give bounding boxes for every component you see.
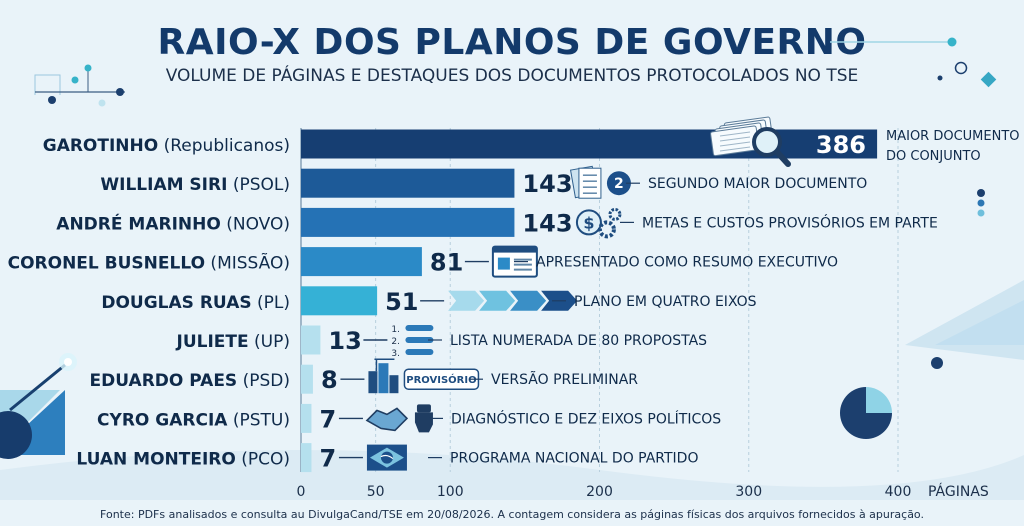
bar xyxy=(301,286,378,316)
value-label: 143 xyxy=(522,209,572,237)
handshake-fist-icon xyxy=(365,404,433,433)
bar xyxy=(301,403,312,433)
numbered-list-icon: 1. 2. 3. xyxy=(391,325,434,359)
candidate-party: (PSD) xyxy=(237,371,290,391)
bar-row: CORONEL BUSNELLO (MISSÃO) 81 APRESENTADO C… xyxy=(8,245,838,278)
chevron-icon xyxy=(479,290,516,311)
annotation: METAS E CUSTOS PROVISÓRIOS EM PARTE xyxy=(642,213,938,231)
x-tick-label: 100 xyxy=(437,484,464,500)
candidate-name: JULIETE xyxy=(176,332,249,352)
candidate-name: CYRO GARCIA xyxy=(97,410,228,430)
icon-number: 2 xyxy=(614,176,624,192)
dollar-gears-icon: $ xyxy=(575,207,622,239)
candidate-name: EDUARDO PAES xyxy=(90,371,238,391)
bar-row: EDUARDO PAES (PSD) PROVISÓRIO 8 VERSÃO PREL… xyxy=(90,358,638,394)
bar xyxy=(301,364,313,394)
bar-row: WILLIAM SIRI (PSOL) 2 143 SEGUNDO MAIOR DOC… xyxy=(100,165,867,199)
candidate-party: (Republicanos) xyxy=(158,136,290,156)
x-tick-label: 0 xyxy=(297,484,306,500)
candidate-label: ANDRÉ MARINHO (NOVO) xyxy=(56,212,290,234)
x-axis-label: PÁGINAS xyxy=(928,483,989,500)
candidate-name: CORONEL BUSNELLO xyxy=(8,254,205,274)
brazil-flag-icon xyxy=(366,444,407,471)
annotation: PLANO EM QUATRO EIXOS xyxy=(574,294,757,310)
candidate-party: (MISSÃO) xyxy=(205,252,290,274)
bar-row: CYRO GARCIA (PSTU) 7 DIAGNÓSTICO E DEZ EIX… xyxy=(97,403,721,433)
annotation: MAIOR DOCUMENTO xyxy=(886,129,1020,144)
chart-title: RAIO-X DOS PLANOS DE GOVERNO xyxy=(157,22,867,63)
bar xyxy=(301,168,515,198)
candidate-name: WILLIAM SIRI xyxy=(100,175,227,195)
x-axis: 0 50 100 200 300 400 PÁGINAS xyxy=(297,483,989,500)
bar xyxy=(301,247,422,277)
bar xyxy=(301,129,878,159)
bar-row: ANDRÉ MARINHO (NOVO) $143 METAS E CUSTOS P… xyxy=(56,207,938,239)
chevron-icon xyxy=(448,290,485,311)
documents-magnifier-icon xyxy=(710,116,791,167)
candidate-label: JULIETE (UP) xyxy=(176,332,290,352)
annotation: DIAGNÓSTICO E DEZ EIXOS POLÍTICOS xyxy=(451,409,721,427)
value-label: 143 xyxy=(522,170,572,198)
candidate-party: (PSTU) xyxy=(227,410,290,430)
x-tick-label: 400 xyxy=(885,484,912,500)
annotation: SEGUNDO MAIOR DOCUMENTO xyxy=(648,176,867,192)
list-number: 3. xyxy=(391,349,400,359)
candidate-party: (PCO) xyxy=(236,450,290,470)
value-label: 51 xyxy=(385,288,418,316)
source-footnote: Fonte: PDFs analisados e consulta au Div… xyxy=(100,508,924,521)
bar-row: DOUGLAS RUAS (PL) 51 PLANO EM QUATRO EIXOS xyxy=(101,286,757,316)
candidate-name: LUAN MONTEIRO xyxy=(76,450,235,470)
document-number-two-icon: 2 xyxy=(569,165,631,199)
chevron-icon xyxy=(510,290,547,311)
value-label: 386 xyxy=(816,131,866,159)
candidate-name: DOUGLAS RUAS xyxy=(101,293,251,313)
x-tick-label: 50 xyxy=(367,484,385,500)
value-label: 7 xyxy=(319,445,336,473)
list-number: 2. xyxy=(391,337,400,347)
value-label: 81 xyxy=(430,249,463,277)
candidate-label: EDUARDO PAES (PSD) xyxy=(90,371,290,391)
chart-subtitle: VOLUME DE PÁGINAS E DESTAQUES DOS DOCUME… xyxy=(165,66,859,86)
candidate-label: CORONEL BUSNELLO (MISSÃO) xyxy=(8,252,290,274)
x-tick-label: 200 xyxy=(586,484,613,500)
candidate-party: (NOVO) xyxy=(221,214,290,234)
candidate-party: (PL) xyxy=(252,293,290,313)
bar-row: JULIETE (UP) 1. 2. 3. 13 LISTA NUMERADA DE 80… xyxy=(176,325,707,359)
x-tick-label: 300 xyxy=(735,484,762,500)
annotation: PROGRAMA NACIONAL DO PARTIDO xyxy=(450,451,698,467)
candidate-label: GAROTINHO (Republicanos) xyxy=(43,136,290,156)
value-label: 7 xyxy=(319,405,336,433)
city-buildings-icon: PROVISÓRIO xyxy=(368,358,480,394)
candidate-name: GAROTINHO xyxy=(43,136,158,156)
provisional-badge: PROVISÓRIO xyxy=(406,373,476,386)
bar xyxy=(301,207,515,237)
annotation: APRESENTADO COMO RESUMO EXECUTIVO xyxy=(536,255,838,271)
annotation: DO CONJUNTO xyxy=(886,149,981,164)
annotation: LISTA NUMERADA DE 80 PROPOSTAS xyxy=(450,333,707,349)
candidate-name: ANDRÉ MARINHO xyxy=(56,212,221,234)
bar-row: GAROTINHO (Republicanos) 386 MAIOR DOCUMEN… xyxy=(43,116,1020,167)
candidate-label: CYRO GARCIA (PSTU) xyxy=(97,410,290,430)
annotation: VERSÃO PRELIMINAR xyxy=(491,371,638,388)
candidate-party: (UP) xyxy=(249,332,290,352)
candidate-label: DOUGLAS RUAS (PL) xyxy=(101,293,290,313)
background-decoration xyxy=(0,37,1024,500)
bar xyxy=(301,325,321,355)
bar-row: LUAN MONTEIRO (PCO) 7 PROGRAMA NACIONAL DO… xyxy=(76,443,698,473)
value-label: 13 xyxy=(328,327,361,355)
value-label: 8 xyxy=(321,366,338,394)
candidate-label: WILLIAM SIRI (PSOL) xyxy=(100,175,290,195)
icon-symbol: $ xyxy=(583,213,594,232)
list-number: 1. xyxy=(391,325,400,335)
bar xyxy=(301,443,312,473)
candidate-party: (PSOL) xyxy=(227,175,290,195)
candidate-label: LUAN MONTEIRO (PCO) xyxy=(76,450,290,470)
